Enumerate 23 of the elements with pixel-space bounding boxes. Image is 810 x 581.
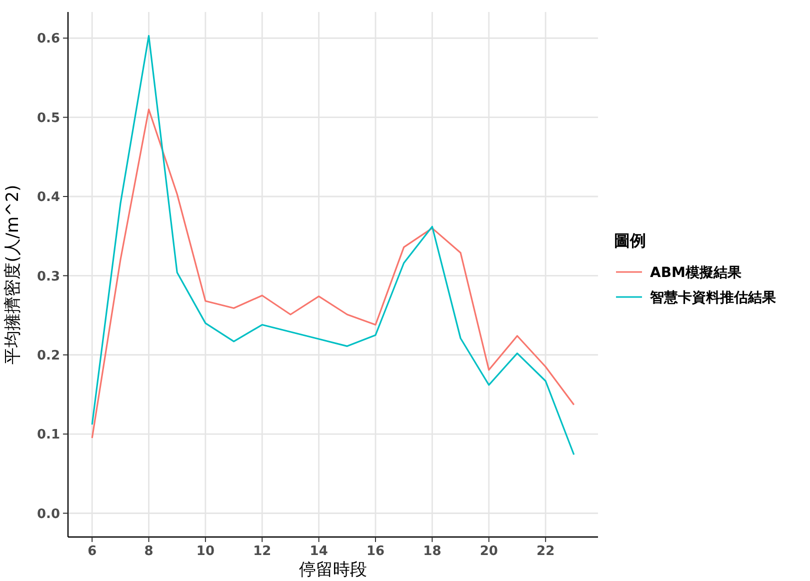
x-tick-label: 10 xyxy=(196,544,215,559)
y-tick-label: 0.5 xyxy=(36,110,60,126)
line-series xyxy=(91,34,575,456)
y-tick-label: 0.3 xyxy=(36,269,60,284)
y-tick-label: 0.0 xyxy=(36,506,60,522)
x-tick-label: 12 xyxy=(253,544,272,559)
line-series xyxy=(91,108,575,439)
x-axis-title: 停留時段 xyxy=(299,560,367,580)
x-tick-label: 18 xyxy=(423,544,442,559)
y-axis-title: 平均擁擠密度(人/m^2) xyxy=(3,184,23,364)
x-tick-label: 16 xyxy=(366,544,385,559)
x-tick-label: 8 xyxy=(144,544,154,559)
y-tick-label: 0.1 xyxy=(36,428,60,443)
legend-label: 智慧卡資料推估結果 xyxy=(649,290,777,306)
legend-label: ABM模擬結果 xyxy=(650,264,742,281)
y-tick-label: 0.6 xyxy=(36,32,60,47)
x-tick-label: 22 xyxy=(536,544,555,559)
x-tick-label: 6 xyxy=(88,544,97,559)
y-tick-label: 0.2 xyxy=(36,348,60,364)
x-tick-label: 14 xyxy=(310,544,328,559)
legend-title: 圖例 xyxy=(614,231,646,250)
y-tick-label: 0.4 xyxy=(36,190,60,206)
x-tick-label: 20 xyxy=(480,544,498,559)
